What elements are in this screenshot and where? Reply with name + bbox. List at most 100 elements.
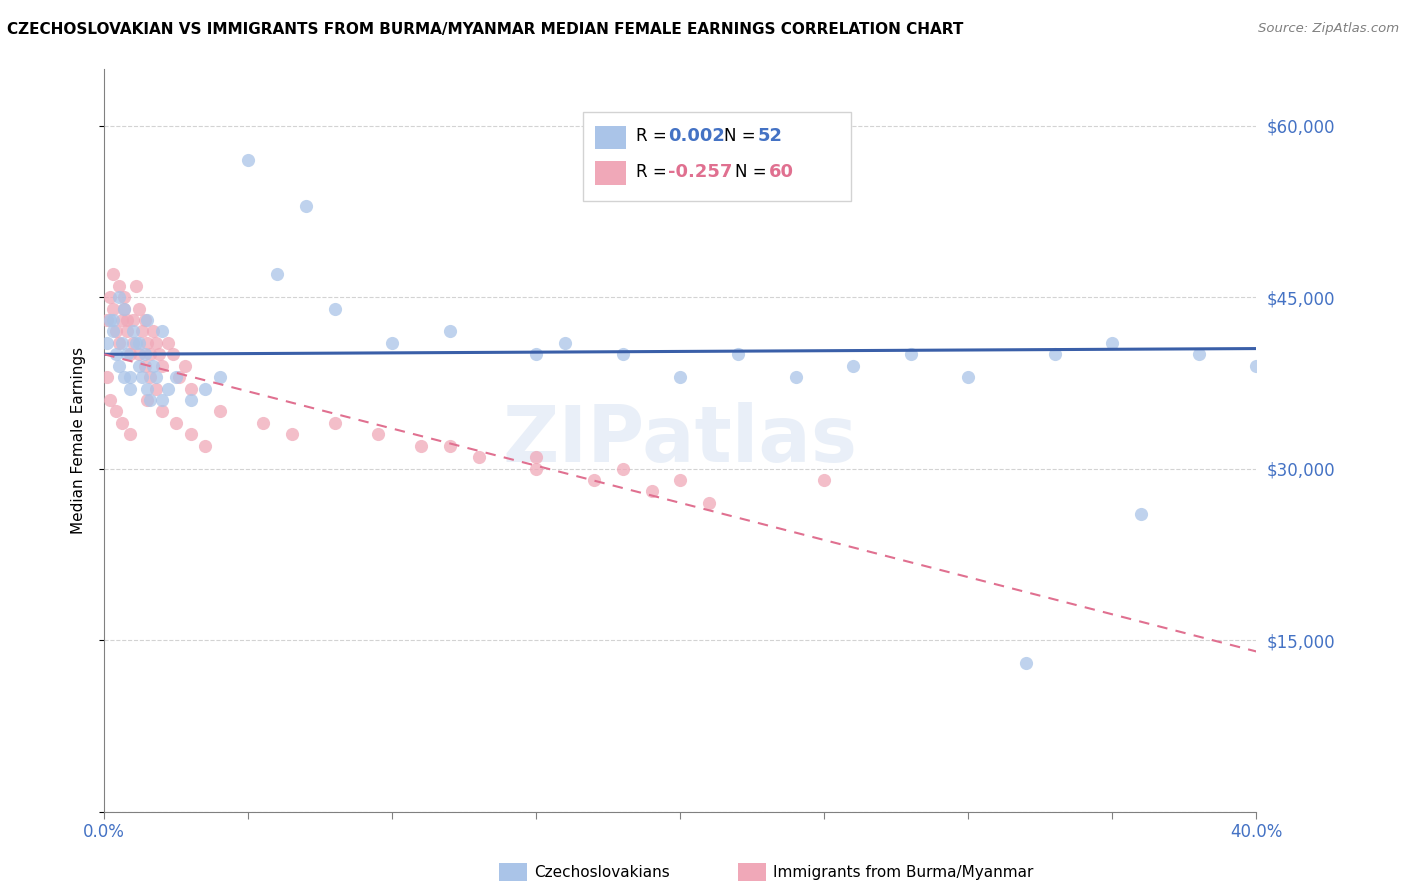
Point	[238, 153, 260, 167]
Point	[128, 301, 150, 316]
Point	[1043, 347, 1066, 361]
Point	[117, 313, 139, 327]
Point	[156, 382, 179, 396]
Text: R =: R =	[636, 163, 672, 181]
Point	[842, 359, 865, 373]
Point	[180, 392, 202, 407]
Point	[136, 313, 159, 327]
Text: N =: N =	[724, 128, 761, 145]
Point	[957, 370, 980, 384]
Text: -0.257: -0.257	[668, 163, 733, 181]
Point	[612, 461, 634, 475]
Point	[367, 427, 389, 442]
Point	[107, 290, 129, 304]
Point	[96, 335, 118, 350]
Point	[640, 484, 662, 499]
Point	[101, 313, 124, 327]
Point	[1188, 347, 1211, 361]
Point	[266, 267, 288, 281]
Point	[142, 359, 165, 373]
Point	[1130, 508, 1153, 522]
Text: R =: R =	[636, 128, 672, 145]
Point	[208, 370, 231, 384]
Point	[107, 359, 129, 373]
Point	[381, 335, 404, 350]
Point	[524, 347, 547, 361]
Text: Czechoslovakians: Czechoslovakians	[534, 865, 671, 880]
Point	[136, 335, 159, 350]
Point	[669, 370, 692, 384]
Point	[669, 473, 692, 487]
Point	[785, 370, 807, 384]
Point	[136, 382, 159, 396]
Point	[208, 404, 231, 418]
Point	[165, 370, 187, 384]
Point	[156, 335, 179, 350]
Point	[180, 382, 202, 396]
Point	[411, 439, 433, 453]
Point	[139, 392, 162, 407]
Point	[697, 496, 720, 510]
Text: Immigrants from Burma/Myanmar: Immigrants from Burma/Myanmar	[773, 865, 1033, 880]
Point	[900, 347, 922, 361]
Point	[114, 370, 136, 384]
Point	[125, 335, 148, 350]
Point	[110, 313, 132, 327]
Point	[150, 325, 173, 339]
Point	[114, 301, 136, 316]
Point	[128, 347, 150, 361]
Point	[139, 370, 162, 384]
Point	[1246, 359, 1268, 373]
Point	[120, 347, 142, 361]
Point	[98, 290, 121, 304]
Point	[104, 347, 127, 361]
Point	[104, 325, 127, 339]
Point	[145, 335, 167, 350]
Text: Source: ZipAtlas.com: Source: ZipAtlas.com	[1258, 22, 1399, 36]
Text: N =: N =	[735, 163, 772, 181]
Point	[136, 392, 159, 407]
Point	[142, 325, 165, 339]
Y-axis label: Median Female Earnings: Median Female Earnings	[72, 346, 86, 533]
Point	[114, 301, 136, 316]
Point	[194, 382, 217, 396]
Point	[439, 439, 461, 453]
Point	[96, 370, 118, 384]
Point	[122, 335, 145, 350]
Point	[145, 382, 167, 396]
Text: 0.002: 0.002	[668, 128, 724, 145]
Point	[280, 427, 302, 442]
Point	[131, 370, 153, 384]
Point	[524, 461, 547, 475]
Point	[467, 450, 489, 465]
Point	[134, 313, 156, 327]
Point	[174, 359, 197, 373]
Point	[122, 325, 145, 339]
Point	[125, 278, 148, 293]
Point	[96, 313, 118, 327]
Point	[110, 416, 132, 430]
Point	[134, 359, 156, 373]
Point	[101, 325, 124, 339]
Point	[295, 199, 318, 213]
Point	[104, 404, 127, 418]
Point	[323, 301, 346, 316]
Point	[98, 392, 121, 407]
Point	[813, 473, 835, 487]
Point	[110, 335, 132, 350]
Point	[150, 404, 173, 418]
Point	[139, 347, 162, 361]
Point	[150, 392, 173, 407]
Point	[107, 278, 129, 293]
Text: ZIPatlas: ZIPatlas	[503, 402, 858, 478]
Point	[167, 370, 190, 384]
Point	[131, 325, 153, 339]
Point	[128, 335, 150, 350]
Point	[117, 347, 139, 361]
Point	[107, 335, 129, 350]
Point	[727, 347, 749, 361]
Point	[194, 439, 217, 453]
Text: 60: 60	[769, 163, 794, 181]
Point	[117, 325, 139, 339]
Point	[180, 427, 202, 442]
